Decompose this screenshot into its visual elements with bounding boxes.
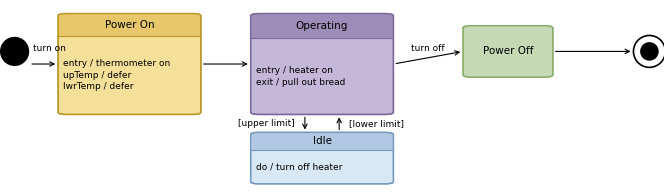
- Text: Idle: Idle: [313, 136, 331, 146]
- Bar: [58, 23, 201, 36]
- FancyBboxPatch shape: [251, 14, 393, 38]
- Text: [lower limit]: [lower limit]: [349, 119, 404, 128]
- FancyBboxPatch shape: [251, 132, 393, 150]
- Text: Power On: Power On: [105, 20, 154, 30]
- Bar: [251, 140, 393, 150]
- Text: entry / thermometer on
upTemp / defer
lwrTemp / defer: entry / thermometer on upTemp / defer lw…: [64, 59, 171, 91]
- FancyBboxPatch shape: [463, 26, 552, 77]
- Ellipse shape: [640, 42, 659, 61]
- Text: entry / heater on
exit / pull out bread: entry / heater on exit / pull out bread: [256, 66, 345, 87]
- FancyBboxPatch shape: [58, 14, 201, 36]
- Text: turn off: turn off: [412, 44, 445, 53]
- Text: do / turn off heater: do / turn off heater: [256, 163, 343, 172]
- Text: Power Off: Power Off: [483, 46, 533, 56]
- Ellipse shape: [633, 36, 664, 67]
- FancyBboxPatch shape: [251, 132, 393, 184]
- FancyBboxPatch shape: [463, 26, 552, 77]
- Ellipse shape: [0, 37, 29, 66]
- Bar: [251, 23, 393, 38]
- Text: turn on: turn on: [33, 44, 66, 53]
- FancyBboxPatch shape: [251, 14, 393, 114]
- Text: Operating: Operating: [296, 21, 348, 31]
- FancyBboxPatch shape: [58, 14, 201, 114]
- Text: [upper limit]: [upper limit]: [238, 119, 295, 128]
